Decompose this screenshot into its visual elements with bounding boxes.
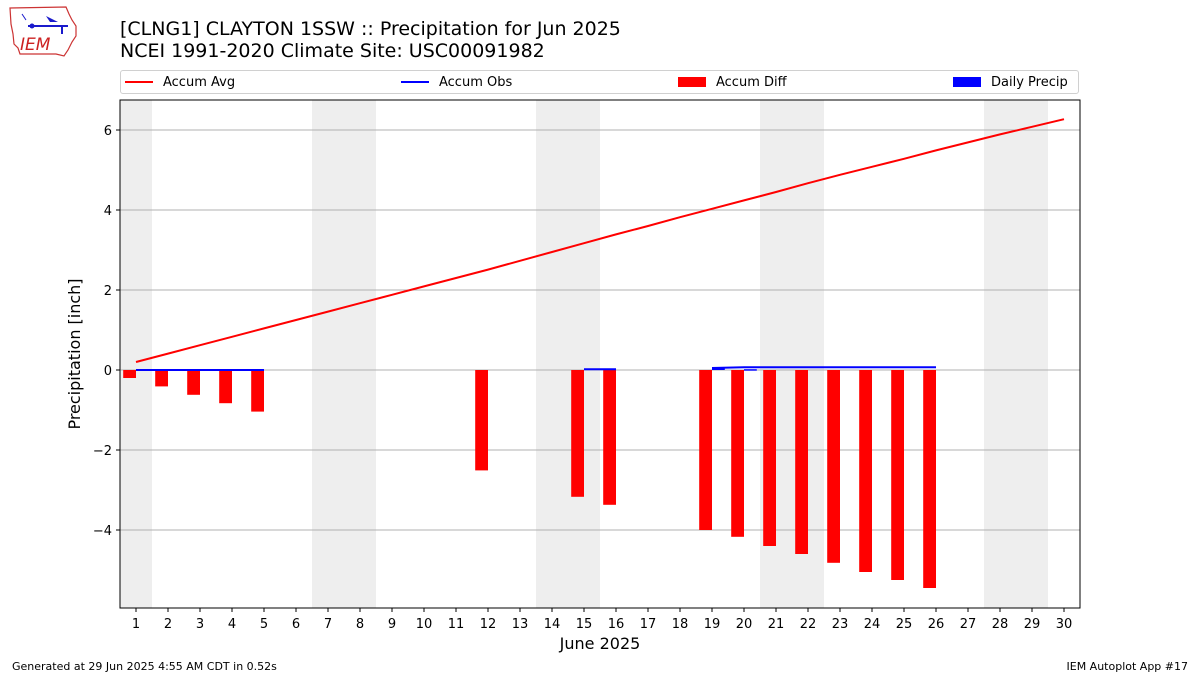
x-axis-ticks: 1 2 3 4 5 6 7 8 9 10 11 12 13 14 15 16 17 18 19 20 21 22 23 24 2… xyxy=(132,608,1072,632)
x-tick-label: 15 xyxy=(576,617,593,632)
legend-swatch-accum-obs xyxy=(401,81,429,83)
x-tick-label: 29 xyxy=(1024,617,1041,632)
x-tick-label: 21 xyxy=(768,617,785,632)
x-tick-label: 18 xyxy=(672,617,689,632)
y-tick-label: −4 xyxy=(93,524,112,539)
weekend-band-7 xyxy=(312,100,344,608)
legend-swatch-daily-precip xyxy=(953,77,981,87)
y-gridlines xyxy=(120,129,1080,531)
y-tick-label: 4 xyxy=(104,204,112,219)
weekend-band-28 xyxy=(984,100,1016,608)
accum-diff-bar xyxy=(219,370,232,404)
weekend-band-15 xyxy=(568,100,600,608)
accum-obs-line xyxy=(711,366,936,369)
x-tick-label: 9 xyxy=(388,617,396,632)
accum-diff-bar xyxy=(603,370,616,505)
x-tick-label: 22 xyxy=(800,617,817,632)
x-tick-label: 13 xyxy=(512,617,529,632)
accum-diff-bar xyxy=(859,370,872,572)
legend-item-daily-precip: Daily Precip xyxy=(953,71,1068,93)
x-tick-label: 7 xyxy=(324,617,332,632)
x-tick-label: 12 xyxy=(480,617,497,632)
x-tick-label: 16 xyxy=(608,617,625,632)
daily-precip-bar xyxy=(744,369,757,371)
x-tick-label: 24 xyxy=(864,617,881,632)
legend-label-accum-avg: Accum Avg xyxy=(163,74,236,90)
legend-swatch-accum-diff xyxy=(678,77,706,87)
accum-diff-bar xyxy=(923,370,936,588)
y-tick-label: 6 xyxy=(104,124,112,139)
legend-item-accum-obs: Accum Obs xyxy=(401,71,512,93)
accum-diff-bar xyxy=(123,370,136,378)
legend-swatch-accum-avg xyxy=(125,81,153,83)
y-axis-label: Precipitation [inch] xyxy=(65,278,84,429)
y-axis-ticks: 6 4 2 0 −2 −4 xyxy=(93,124,120,539)
generated-timestamp: Generated at 29 Jun 2025 4:55 AM CDT in … xyxy=(12,660,277,673)
x-tick-label: 3 xyxy=(196,617,204,632)
x-tick-label: 19 xyxy=(704,617,721,632)
weekend-band-14 xyxy=(536,100,568,608)
accum-diff-bar xyxy=(699,370,712,530)
x-tick-label: 10 xyxy=(416,617,433,632)
accum-diff-bar xyxy=(155,370,168,387)
chart-subtitle: NCEI 1991-2020 Climate Site: USC00091982 xyxy=(120,40,545,62)
accum-diff-bar xyxy=(827,370,840,563)
x-tick-label: 20 xyxy=(736,617,753,632)
accum-diff-bar xyxy=(571,370,584,497)
plot-frame xyxy=(119,99,1081,609)
logo-text: IEM xyxy=(20,35,51,55)
weekend-shading xyxy=(120,100,1048,608)
legend-label-accum-obs: Accum Obs xyxy=(439,74,513,90)
x-tick-label: 26 xyxy=(928,617,945,632)
chart-legend: Accum Avg Accum Obs Accum Diff Daily Pre… xyxy=(120,70,1079,94)
x-tick-label: 27 xyxy=(960,617,977,632)
x-axis-label: June 2025 xyxy=(559,634,641,653)
x-tick-label: 28 xyxy=(992,617,1009,632)
legend-label-daily-precip: Daily Precip xyxy=(991,74,1068,90)
x-tick-label: 30 xyxy=(1056,617,1073,632)
accum-diff-bar xyxy=(475,370,488,471)
x-tick-label: 2 xyxy=(164,617,172,632)
app-label: IEM Autoplot App #17 xyxy=(1066,660,1189,673)
x-tick-label: 14 xyxy=(544,617,561,632)
weekend-band-29 xyxy=(1016,100,1048,608)
accum-diff-bar xyxy=(251,370,264,412)
daily-precip-bar xyxy=(712,368,725,370)
x-tick-label: 17 xyxy=(640,617,657,632)
y-tick-label: 0 xyxy=(104,364,112,379)
x-tick-label: 6 xyxy=(292,617,300,632)
x-tick-label: 5 xyxy=(260,617,268,632)
x-tick-label: 25 xyxy=(896,617,913,632)
bars xyxy=(123,368,936,588)
legend-item-accum-avg: Accum Avg xyxy=(125,71,235,93)
y-tick-label: −2 xyxy=(93,444,112,459)
accum-diff-bar xyxy=(763,370,776,546)
accum-diff-bar xyxy=(795,370,808,554)
accum-avg-line xyxy=(135,118,1065,363)
legend-label-accum-diff: Accum Diff xyxy=(716,74,787,90)
iem-logo: IEM xyxy=(6,4,82,64)
x-tick-label: 1 xyxy=(132,617,140,632)
x-tick-label: 23 xyxy=(832,617,849,632)
x-tick-label: 4 xyxy=(228,617,236,632)
chart-title: [CLNG1] CLAYTON 1SSW :: Precipitation fo… xyxy=(120,18,621,40)
x-tick-label: 11 xyxy=(448,617,465,632)
weekend-band-8 xyxy=(344,100,376,608)
accum-diff-bar xyxy=(731,370,744,537)
accum-diff-bar xyxy=(187,370,200,395)
legend-item-accum-diff: Accum Diff xyxy=(678,71,787,93)
y-tick-label: 2 xyxy=(104,284,112,299)
series-lines xyxy=(135,118,1065,371)
accum-diff-bar xyxy=(891,370,904,580)
weekend-band-1 xyxy=(120,100,152,608)
x-tick-label: 8 xyxy=(356,617,364,632)
